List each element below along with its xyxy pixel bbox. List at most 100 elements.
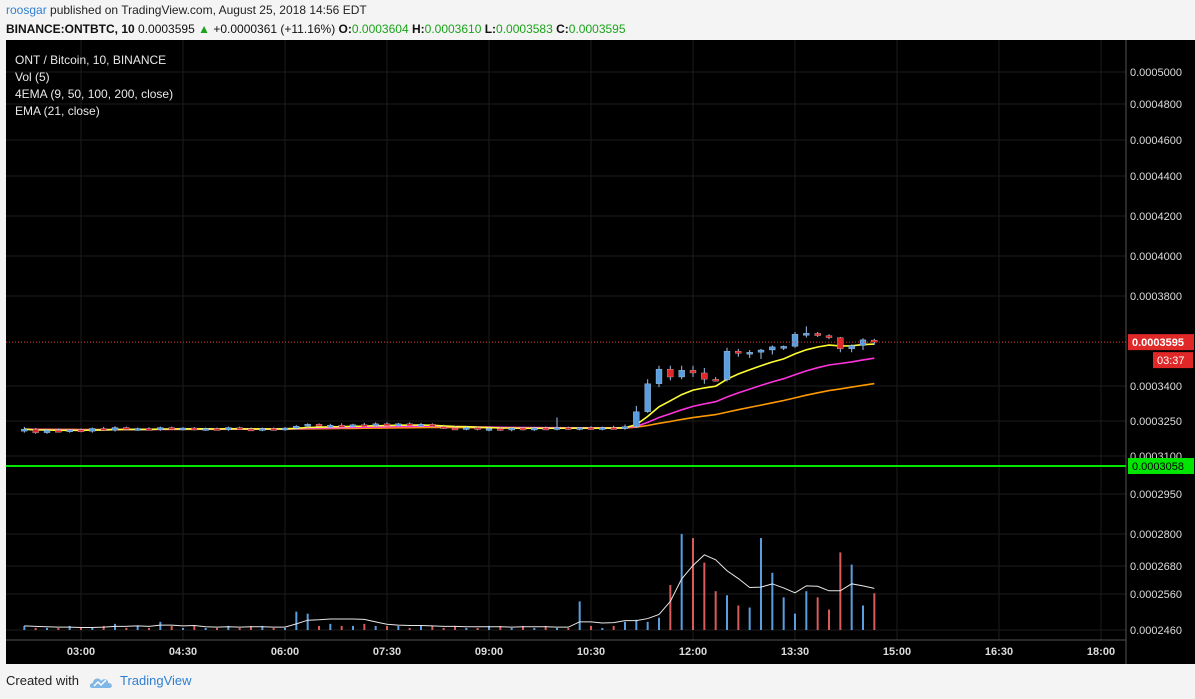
x-tick-label: 04:30 (169, 646, 197, 658)
y-tick-label: 0.0004600 (1130, 135, 1182, 147)
y-tick-label: 0.0002800 (1130, 529, 1182, 541)
candle-body (440, 426, 447, 429)
y-tick-label: 0.0002950 (1130, 489, 1182, 501)
tradingview-cloud-icon (89, 678, 112, 688)
x-tick-label: 06:00 (271, 646, 299, 658)
low-value: 0.0003583 (496, 22, 553, 36)
candle-body (43, 430, 51, 433)
candle-body (814, 333, 821, 336)
candle-body (417, 424, 425, 427)
x-tick-label: 15:00 (883, 646, 911, 658)
candle-body (293, 425, 300, 429)
open-value: 0.0003604 (351, 22, 409, 36)
close-value: 0.0003595 (568, 22, 626, 36)
ema-21-line (24, 357, 875, 431)
up-arrow-icon: ▲ (198, 22, 210, 36)
candle-body (168, 427, 175, 430)
x-tick-label: 07:30 (373, 646, 401, 658)
bar-timer-label: 03:37 (1157, 355, 1185, 367)
candle-body (145, 428, 153, 431)
candle-body (270, 428, 277, 431)
candle-body (361, 424, 368, 427)
candle-body (712, 379, 719, 382)
high-value: 0.0003610 (424, 22, 482, 36)
y-tick-label: 0.0002460 (1130, 625, 1182, 637)
candle-body (259, 428, 266, 431)
x-tick-label: 03:00 (67, 646, 95, 658)
candle-body (77, 429, 85, 433)
candle-body (485, 428, 493, 431)
high-label: H: (411, 22, 425, 36)
y-tick-label: 0.0005000 (1130, 67, 1182, 79)
price-change: +0.0000361 (+11.16%) (213, 22, 336, 36)
y-tick-label: 0.0004800 (1130, 99, 1182, 111)
x-tick-label: 09:00 (475, 646, 503, 658)
candle-body (678, 370, 685, 378)
candle-body (655, 368, 663, 384)
candle-body (179, 427, 187, 431)
candle-body (497, 428, 504, 431)
tradingview-link[interactable]: TradingView (120, 673, 192, 688)
candle-body (859, 339, 867, 346)
candle-body (157, 427, 164, 431)
publish-text: published on TradingView.com, August 25,… (50, 3, 367, 17)
candle-body (191, 427, 198, 431)
candle-body (542, 427, 549, 431)
legend-4ema[interactable]: 4EMA (9, 50, 100, 200, close) (15, 87, 174, 101)
candle-body (32, 429, 39, 433)
candle-body (576, 427, 583, 430)
support-tag (1128, 458, 1194, 474)
candle-body (803, 333, 810, 336)
chart-panel[interactable]: 0.0005000 0.0004800 0.0004600 0.0004400 0.00… (6, 40, 1195, 664)
candle-body (757, 349, 765, 353)
candle-body (599, 427, 606, 430)
candle-body (531, 427, 538, 431)
candle-body (111, 427, 119, 431)
candle-body (791, 334, 799, 347)
candle-body (723, 350, 731, 380)
candle-body (474, 427, 481, 430)
legend-symbol[interactable]: ONT / Bitcoin, 10, BINANCE (15, 53, 167, 67)
y-tick-label: 0.0003800 (1130, 291, 1182, 303)
x-tick-label: 10:30 (577, 646, 605, 658)
candle-body (463, 427, 470, 430)
open-label: O: (338, 22, 352, 36)
candle-body (701, 372, 708, 380)
legend-volume[interactable]: Vol (5) (15, 70, 50, 84)
symbol-name: BINANCE:ONTBTC, 10 (6, 22, 135, 36)
y-tick-label: 0.0003250 (1130, 416, 1182, 428)
candle-body (837, 337, 844, 350)
candle-body (383, 423, 391, 426)
candle-body (134, 428, 141, 431)
candle-body (372, 423, 379, 426)
candle-body (429, 424, 436, 427)
price-chart[interactable]: 0.0005000 0.0004800 0.0004600 0.0004400 0.00… (6, 40, 1195, 664)
y-tick-label: 0.0003400 (1130, 381, 1182, 393)
x-tick-label: 16:30 (985, 646, 1013, 658)
author-link[interactable]: roosgar (6, 3, 47, 17)
candle-body (202, 428, 209, 431)
candle-body (587, 427, 595, 430)
close-label: C: (556, 22, 569, 36)
y-tick-label: 0.0004200 (1130, 211, 1182, 223)
candle-body (780, 346, 787, 349)
x-tick-label: 18:00 (1087, 646, 1115, 658)
candle-body (247, 428, 255, 432)
candle-body (304, 424, 311, 427)
legend-ema21[interactable]: EMA (21, close) (15, 104, 100, 118)
ema-9-line (24, 343, 875, 432)
y-tick-label: 0.0002560 (1130, 589, 1182, 601)
candle-body (281, 427, 289, 431)
candle-body (123, 427, 130, 430)
candle-body (508, 427, 515, 431)
last-price-tag (1128, 334, 1194, 351)
candle-body (213, 428, 221, 431)
candle-body (55, 430, 62, 433)
candle-body (89, 428, 96, 432)
bar-timer-tag (1153, 352, 1193, 369)
candle-body (610, 427, 617, 430)
candle-body (451, 427, 459, 431)
candle-body (735, 350, 742, 354)
candle-body (644, 383, 651, 412)
candle-body (848, 345, 855, 350)
